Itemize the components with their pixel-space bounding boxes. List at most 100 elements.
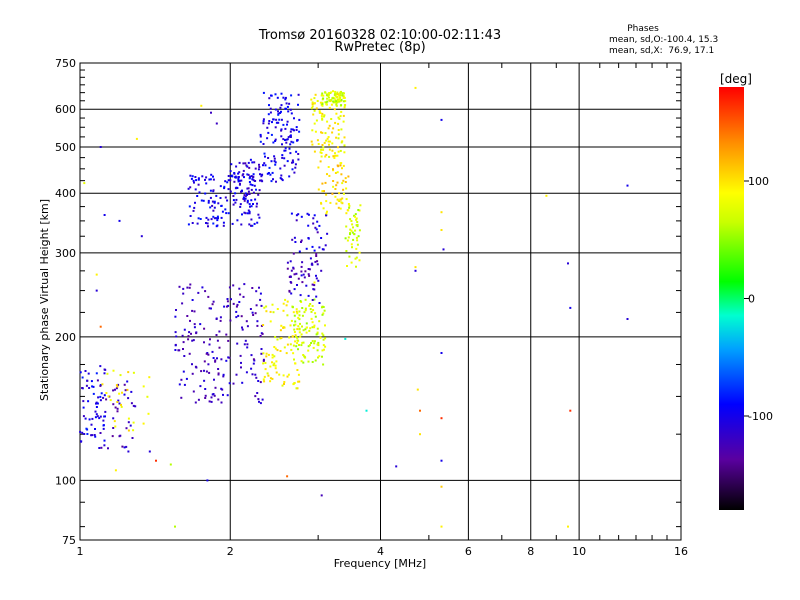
echo-point <box>343 136 346 139</box>
echo-point <box>104 415 106 418</box>
echo-point <box>295 126 298 129</box>
echo-point <box>213 217 216 220</box>
echo-point <box>342 192 345 195</box>
echo-point <box>327 136 330 138</box>
echo-point <box>337 93 340 96</box>
echo-point <box>349 218 352 221</box>
echo-point <box>327 93 330 96</box>
echo-point <box>114 469 117 472</box>
echo-point <box>104 368 107 371</box>
echo-point <box>289 343 292 346</box>
echo-point <box>343 92 345 95</box>
echo-point <box>234 201 237 204</box>
echo-point <box>132 404 135 407</box>
echo-point <box>308 268 311 271</box>
echo-point <box>340 173 343 176</box>
echo-point <box>236 342 239 345</box>
echo-point <box>365 409 368 412</box>
echo-point <box>351 246 353 249</box>
echo-point <box>260 324 263 327</box>
echo-point <box>242 162 245 165</box>
echo-point <box>292 352 295 355</box>
echo-point <box>322 248 325 251</box>
echo-point <box>295 310 298 313</box>
echo-point <box>320 494 323 497</box>
echo-point <box>288 175 291 178</box>
y-tick-label: 400 <box>55 187 76 200</box>
echo-point <box>319 160 322 163</box>
echo-point <box>248 223 251 226</box>
echo-point <box>280 135 283 138</box>
echo-point <box>285 138 288 141</box>
echo-point <box>222 373 225 376</box>
echo-point <box>270 160 273 163</box>
echo-point <box>317 279 320 282</box>
echo-point <box>336 96 338 99</box>
echo-point <box>322 148 325 151</box>
echo-point <box>343 151 346 154</box>
echo-point <box>319 111 322 114</box>
echo-point <box>116 401 119 403</box>
echo-point <box>316 231 319 234</box>
echo-point <box>88 418 91 421</box>
echo-point <box>339 164 342 167</box>
echo-point <box>322 207 325 210</box>
echo-point <box>280 174 283 177</box>
echo-point <box>318 302 321 304</box>
echo-point <box>294 334 297 337</box>
echo-point <box>274 108 277 111</box>
echo-point <box>98 417 101 420</box>
echo-point <box>309 308 312 311</box>
echo-point <box>333 157 336 159</box>
echo-point <box>249 205 251 208</box>
echo-point <box>334 90 337 93</box>
echo-point <box>293 382 296 384</box>
echo-point <box>232 199 235 202</box>
echo-point <box>301 261 304 264</box>
echo-point <box>276 308 279 310</box>
echo-point <box>331 142 334 145</box>
echo-point <box>242 173 245 176</box>
echo-point <box>263 375 266 378</box>
echo-point <box>280 118 283 121</box>
echo-point <box>190 332 192 335</box>
echo-point <box>300 274 303 277</box>
echo-point <box>355 218 358 221</box>
echo-point <box>244 212 247 215</box>
echo-point <box>274 364 277 367</box>
echo-point <box>333 97 336 100</box>
echo-point <box>569 306 572 309</box>
colorbar-tick-label: 0 <box>748 293 755 306</box>
echo-point <box>123 393 126 396</box>
echo-point <box>203 341 205 344</box>
echo-point <box>331 97 334 100</box>
echo-point <box>92 392 95 395</box>
echo-point <box>321 118 324 121</box>
echo-point <box>82 415 85 418</box>
echo-point <box>313 324 316 327</box>
echo-point <box>284 98 287 101</box>
echo-point <box>209 338 211 341</box>
echo-point <box>248 203 251 206</box>
echo-point <box>338 100 341 103</box>
echo-point <box>259 402 262 405</box>
echo-point <box>271 171 274 174</box>
echo-point <box>123 383 126 386</box>
echo-point <box>216 339 219 342</box>
echo-point <box>356 243 359 246</box>
echo-point <box>226 298 229 300</box>
echo-point <box>321 104 324 107</box>
echo-point <box>230 298 232 301</box>
echo-point <box>220 358 223 361</box>
echo-point <box>358 229 361 232</box>
echo-point <box>305 284 308 287</box>
echo-point <box>257 398 260 401</box>
echo-point <box>259 381 262 384</box>
echo-point <box>244 195 247 198</box>
echo-point <box>243 211 246 214</box>
echo-point <box>91 434 94 437</box>
echo-point <box>250 205 253 208</box>
echo-point <box>334 195 337 198</box>
echo-point <box>310 310 313 313</box>
echo-point <box>174 525 176 528</box>
